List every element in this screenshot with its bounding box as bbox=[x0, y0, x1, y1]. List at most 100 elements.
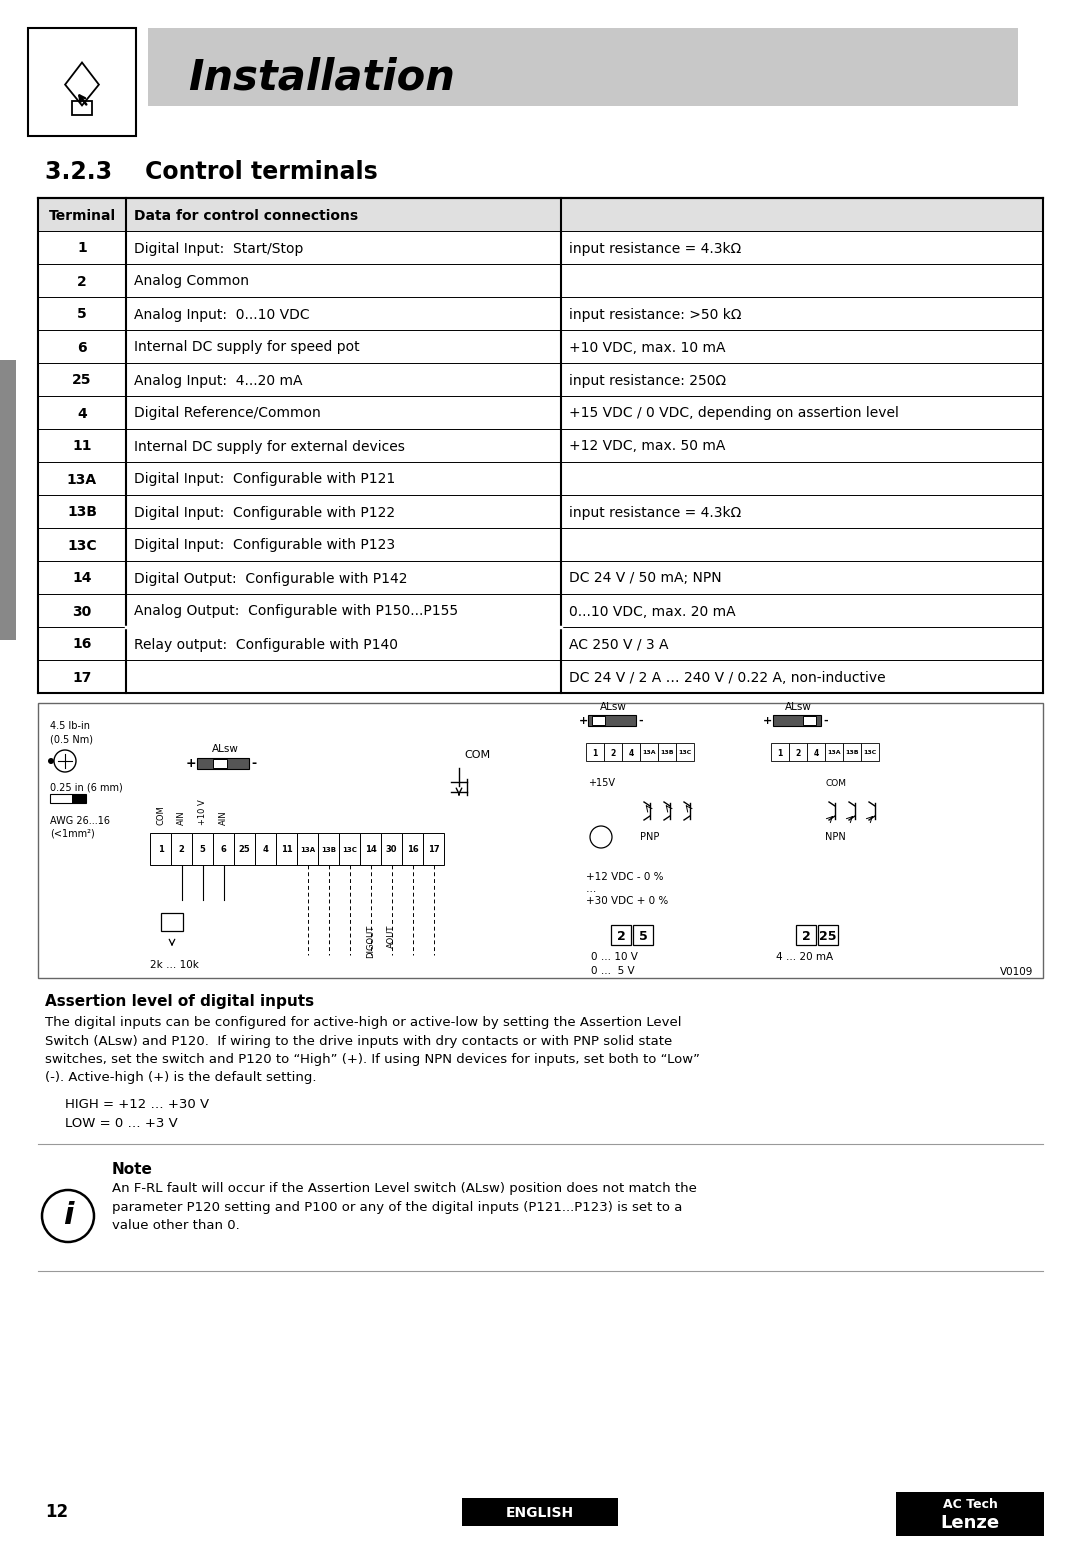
Text: 2: 2 bbox=[77, 274, 86, 288]
Text: 3.2.3    Control terminals: 3.2.3 Control terminals bbox=[45, 160, 378, 183]
Bar bbox=[297, 833, 318, 865]
Text: 17: 17 bbox=[428, 845, 440, 854]
Bar bbox=[360, 833, 381, 865]
Bar bbox=[161, 913, 183, 931]
Text: ENGLISH: ENGLISH bbox=[505, 1507, 575, 1520]
Bar bbox=[804, 715, 816, 725]
Text: 2: 2 bbox=[617, 930, 625, 942]
Text: 2: 2 bbox=[795, 748, 800, 757]
Text: 13C: 13C bbox=[67, 538, 97, 552]
Text: 6: 6 bbox=[77, 341, 86, 355]
Text: AC 250 V / 3 A: AC 250 V / 3 A bbox=[569, 637, 669, 652]
Bar bbox=[318, 833, 339, 865]
Text: 6: 6 bbox=[220, 845, 227, 854]
Text: DC 24 V / 2 A … 240 V / 0.22 A, non-inductive: DC 24 V / 2 A … 240 V / 0.22 A, non-indu… bbox=[569, 671, 886, 685]
Text: AC Tech: AC Tech bbox=[943, 1499, 998, 1511]
Text: 14: 14 bbox=[365, 845, 376, 854]
Bar bbox=[381, 833, 402, 865]
Bar bbox=[50, 794, 86, 803]
Text: DC 24 V / 50 mA; NPN: DC 24 V / 50 mA; NPN bbox=[569, 572, 721, 586]
Text: 13A: 13A bbox=[67, 472, 97, 486]
Text: 25: 25 bbox=[820, 930, 837, 942]
Text: Digital Reference/Common: Digital Reference/Common bbox=[134, 407, 321, 421]
Text: 13C: 13C bbox=[678, 751, 691, 756]
Text: 2: 2 bbox=[610, 748, 616, 757]
Circle shape bbox=[590, 827, 612, 848]
Text: (0.5 Nm): (0.5 Nm) bbox=[50, 734, 93, 743]
Text: Digital Input:  Configurable with P122: Digital Input: Configurable with P122 bbox=[134, 506, 395, 520]
Text: 13C: 13C bbox=[863, 751, 877, 756]
Text: AIN: AIN bbox=[177, 811, 186, 825]
Text: +12 VDC, max. 50 mA: +12 VDC, max. 50 mA bbox=[569, 439, 726, 453]
Text: Assertion level of digital inputs: Assertion level of digital inputs bbox=[45, 995, 314, 1008]
Bar bbox=[148, 28, 1018, 106]
Text: 16: 16 bbox=[72, 637, 92, 652]
Bar bbox=[843, 743, 861, 762]
Text: Digital Input:  Start/Stop: Digital Input: Start/Stop bbox=[134, 242, 303, 256]
Text: ALsw: ALsw bbox=[784, 702, 811, 712]
Text: HIGH = +12 … +30 V: HIGH = +12 … +30 V bbox=[65, 1098, 210, 1110]
Text: COM: COM bbox=[826, 779, 847, 788]
Text: Terminal: Terminal bbox=[49, 208, 116, 222]
Bar bbox=[38, 197, 1043, 231]
Text: COM: COM bbox=[464, 749, 490, 760]
Text: 13A: 13A bbox=[643, 751, 656, 756]
Circle shape bbox=[48, 759, 54, 763]
Bar bbox=[825, 743, 843, 762]
Text: +30 VDC + 0 %: +30 VDC + 0 % bbox=[586, 896, 669, 907]
Text: 13A: 13A bbox=[300, 847, 315, 853]
Text: +10 VDC, max. 10 mA: +10 VDC, max. 10 mA bbox=[569, 341, 726, 355]
Text: 13B: 13B bbox=[321, 847, 336, 853]
Text: 4 … 20 mA: 4 … 20 mA bbox=[777, 951, 833, 962]
Text: (<1mm²): (<1mm²) bbox=[50, 830, 95, 839]
Bar bbox=[789, 743, 807, 762]
Bar bbox=[192, 833, 213, 865]
Text: +: + bbox=[186, 757, 197, 769]
Text: Internal DC supply for external devices: Internal DC supply for external devices bbox=[134, 439, 405, 453]
Bar bbox=[150, 833, 171, 865]
Text: 1: 1 bbox=[592, 748, 597, 757]
Text: 4: 4 bbox=[813, 748, 819, 757]
Text: Analog Common: Analog Common bbox=[134, 274, 249, 288]
Text: PNP: PNP bbox=[640, 833, 660, 842]
Text: input resistance: >50 kΩ: input resistance: >50 kΩ bbox=[569, 307, 742, 321]
Text: Analog Input:  4...20 mA: Analog Input: 4...20 mA bbox=[134, 373, 302, 387]
Text: 2k … 10k: 2k … 10k bbox=[150, 961, 199, 970]
Bar bbox=[197, 759, 249, 769]
Text: Installation: Installation bbox=[188, 57, 455, 99]
Text: 14: 14 bbox=[72, 572, 92, 586]
Text: 13B: 13B bbox=[846, 751, 859, 756]
Text: LOW = 0 … +3 V: LOW = 0 … +3 V bbox=[65, 1116, 178, 1130]
Bar bbox=[611, 925, 631, 945]
Text: input resistance: 250Ω: input resistance: 250Ω bbox=[569, 373, 726, 387]
Text: Relay output:  Configurable with P140: Relay output: Configurable with P140 bbox=[134, 637, 399, 652]
Bar bbox=[592, 715, 605, 725]
Bar bbox=[818, 925, 838, 945]
Bar bbox=[213, 759, 227, 768]
Text: input resistance = 4.3kΩ: input resistance = 4.3kΩ bbox=[569, 506, 741, 520]
Text: Data for control connections: Data for control connections bbox=[134, 208, 359, 222]
Text: 17: 17 bbox=[72, 671, 92, 685]
Bar bbox=[72, 794, 86, 803]
Text: Digital Input:  Configurable with P123: Digital Input: Configurable with P123 bbox=[134, 538, 395, 552]
Text: AWG 26...16: AWG 26...16 bbox=[50, 816, 110, 827]
Text: 4: 4 bbox=[77, 407, 86, 421]
Text: 30: 30 bbox=[72, 604, 92, 618]
Text: 5: 5 bbox=[638, 930, 647, 942]
Text: ALsw: ALsw bbox=[599, 702, 626, 712]
Text: +15V: +15V bbox=[588, 779, 615, 788]
Bar bbox=[633, 925, 653, 945]
Text: 4: 4 bbox=[262, 845, 269, 854]
Text: Lenze: Lenze bbox=[941, 1514, 1000, 1533]
Text: 2: 2 bbox=[178, 845, 185, 854]
Text: 1: 1 bbox=[158, 845, 163, 854]
Text: Note: Note bbox=[112, 1163, 153, 1177]
Text: +15 VDC / 0 VDC, depending on assertion level: +15 VDC / 0 VDC, depending on assertion … bbox=[569, 407, 899, 421]
Text: 0 …  5 V: 0 … 5 V bbox=[591, 965, 635, 976]
Text: 0...10 VDC, max. 20 mA: 0...10 VDC, max. 20 mA bbox=[569, 604, 735, 618]
Text: 2: 2 bbox=[801, 930, 810, 942]
Bar bbox=[771, 743, 789, 762]
Text: +: + bbox=[764, 715, 772, 725]
Bar bbox=[171, 833, 192, 865]
Bar bbox=[896, 1493, 1044, 1536]
